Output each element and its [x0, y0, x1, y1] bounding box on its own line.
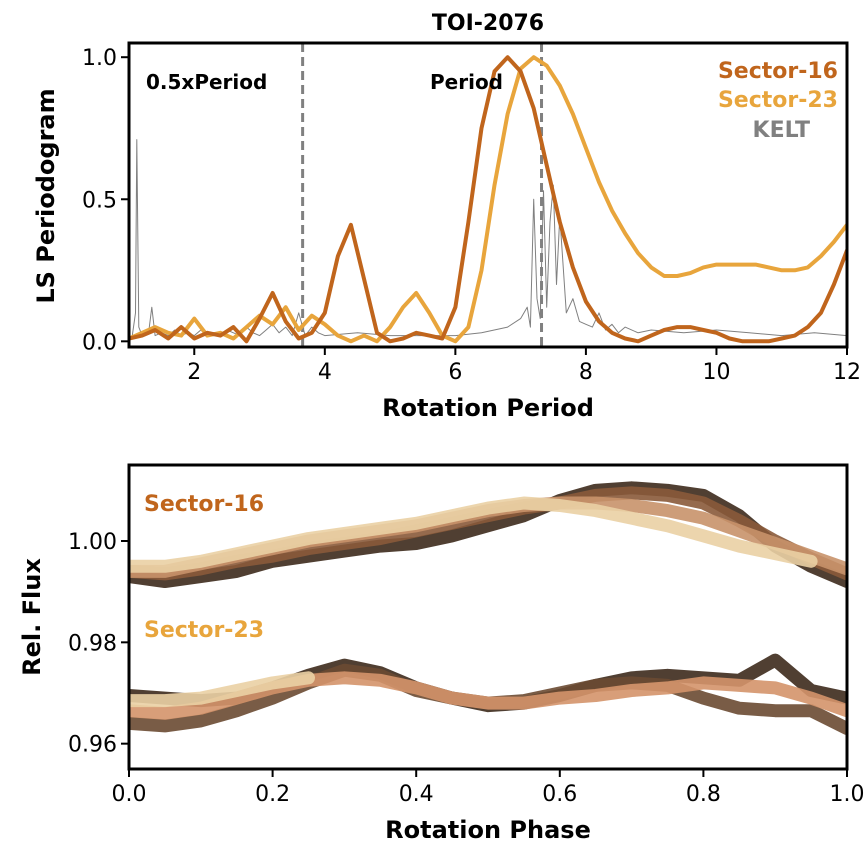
periodogram-y-tick-label: 1.0 [82, 46, 117, 71]
periodogram-y-tick-label: 0.0 [82, 330, 117, 355]
periodogram-y-tick-label: 0.5 [82, 188, 117, 213]
periodogram-y-axis-label: LS Periodogram [32, 88, 60, 303]
phase-band-sector-23-orbit-d [129, 671, 315, 708]
phase-x-axis-label: Rotation Phase [385, 816, 591, 844]
periodogram-x-tick-label: 4 [318, 360, 332, 385]
chart-title: TOI-2076 [432, 11, 544, 36]
phase-curve-panel: 0.0 0.2 0.4 0.6 0.8 1.0 0.96 0.98 1.00 Sector-1… [18, 463, 864, 844]
phase-band-sector-16-orbit-d [129, 496, 818, 573]
phase-y-tick-label: 0.96 [68, 733, 117, 758]
periodogram-x-tick-label: 8 [579, 360, 593, 385]
series-line-sector-23 [129, 55, 847, 344]
phase-x-tick-label: 1.0 [830, 782, 864, 807]
legend-entry-sector-23: Sector-23 [718, 88, 838, 113]
periodogram-x-axis-label: Rotation Period [382, 394, 594, 422]
phase-y-tick-label: 0.98 [68, 631, 117, 656]
phase-band-sector-23-orbit-c [129, 671, 847, 720]
periodogram-x-tick-label: 2 [187, 360, 201, 385]
periodogram-plot-frame [127, 41, 849, 349]
periodogram-x-tick-label: 12 [833, 360, 861, 385]
phase-annotation-sector-16: Sector-16 [144, 492, 264, 517]
half-period-annotation: 0.5xPeriod [146, 70, 267, 94]
series-line-sector-16 [129, 55, 847, 344]
phase-x-tick-label: 0.8 [686, 782, 721, 807]
legend-entry-kelt: KELT [753, 118, 810, 143]
phase-y-tick-label: 1.00 [68, 530, 117, 555]
periodogram-x-tick-label: 6 [448, 360, 462, 385]
periodogram-panel: TOI-2076 2 4 6 8 10 12 0.0 0.5 1.0 0.5xPeriod P… [32, 11, 861, 422]
phase-annotation-sector-23: Sector-23 [144, 618, 264, 643]
phase-x-tick-label: 0.6 [542, 782, 577, 807]
phase-x-tick-label: 0.0 [112, 782, 147, 807]
legend-entry-sector-16: Sector-16 [718, 59, 838, 84]
phase-x-tick-label: 0.4 [399, 782, 434, 807]
phase-x-tick-label: 0.2 [255, 782, 290, 807]
phase-y-axis-label: Rel. Flux [18, 558, 46, 676]
periodogram-x-tick-label: 10 [702, 360, 730, 385]
phase-plot-frame [127, 463, 849, 771]
period-annotation: Period [430, 70, 503, 94]
